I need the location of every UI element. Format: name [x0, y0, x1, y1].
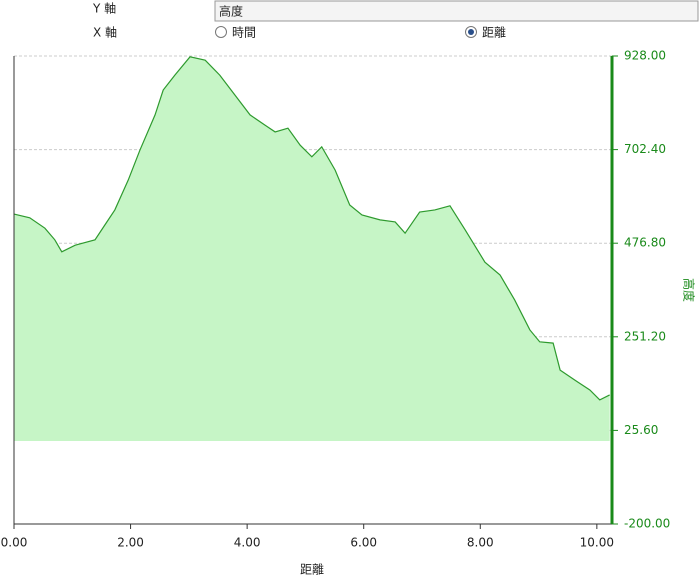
radio-label: 時間	[232, 26, 256, 40]
x-axis-control-label: X 軸	[93, 26, 117, 40]
y-tick-label: 928.00	[624, 49, 666, 63]
x-tick-label: 0.00	[1, 536, 28, 550]
y-tick-label: 251.20	[624, 329, 666, 343]
x-tick-label: 2.00	[117, 536, 144, 550]
y-tick-label: 702.40	[624, 142, 666, 156]
y-tick-label: -200.00	[624, 517, 670, 531]
x-axis-title: 距離	[300, 563, 324, 576]
y-tick-label: 25.60	[624, 423, 658, 437]
y-tick-label: 476.80	[624, 236, 666, 250]
dropdown-value[interactable]: 高度	[219, 4, 243, 19]
radio[interactable]	[215, 26, 227, 38]
radio-dot	[468, 29, 474, 35]
x-tick-label: 4.00	[234, 536, 261, 550]
area-line	[13, 56, 610, 401]
y-axis-control-label: Y 軸	[92, 2, 116, 16]
x-tick-label: 6.00	[350, 536, 377, 550]
x-tick-label: 8.00	[467, 536, 494, 550]
area-fill	[14, 56, 610, 442]
radio-label: 距離	[482, 26, 506, 40]
y-axis-title: 高度	[682, 278, 697, 302]
dropdown[interactable]	[214, 0, 699, 22]
x-tick-label: 10.00	[580, 536, 614, 550]
